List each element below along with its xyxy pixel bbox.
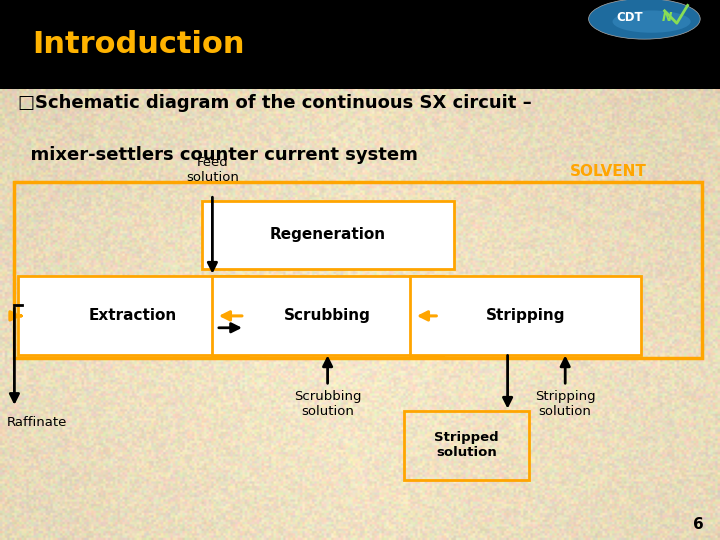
Ellipse shape: [613, 10, 690, 33]
Text: Stripped
solution: Stripped solution: [434, 431, 499, 460]
FancyBboxPatch shape: [202, 201, 454, 269]
Text: □Schematic diagram of the continuous SX circuit –: □Schematic diagram of the continuous SX …: [18, 94, 532, 112]
FancyBboxPatch shape: [18, 276, 248, 355]
Text: Stripping
solution: Stripping solution: [535, 390, 595, 418]
Text: Scrubbing
solution: Scrubbing solution: [294, 390, 361, 418]
Text: Raffinate: Raffinate: [7, 416, 68, 429]
Text: Extraction: Extraction: [89, 308, 177, 323]
Text: Stripping: Stripping: [486, 308, 565, 323]
Text: SOLVENT: SOLVENT: [570, 164, 647, 179]
Text: 6: 6: [693, 517, 704, 532]
FancyBboxPatch shape: [410, 276, 641, 355]
Text: Regeneration: Regeneration: [269, 227, 386, 242]
Text: Feed
solution: Feed solution: [186, 156, 239, 184]
Text: mixer-settlers counter current system: mixer-settlers counter current system: [18, 146, 418, 164]
Text: Introduction: Introduction: [32, 30, 245, 59]
Text: Scrubbing: Scrubbing: [284, 308, 371, 323]
Ellipse shape: [589, 0, 700, 39]
Text: CDT: CDT: [617, 11, 643, 24]
FancyBboxPatch shape: [212, 276, 443, 355]
FancyBboxPatch shape: [0, 0, 720, 89]
Text: N: N: [662, 11, 672, 24]
